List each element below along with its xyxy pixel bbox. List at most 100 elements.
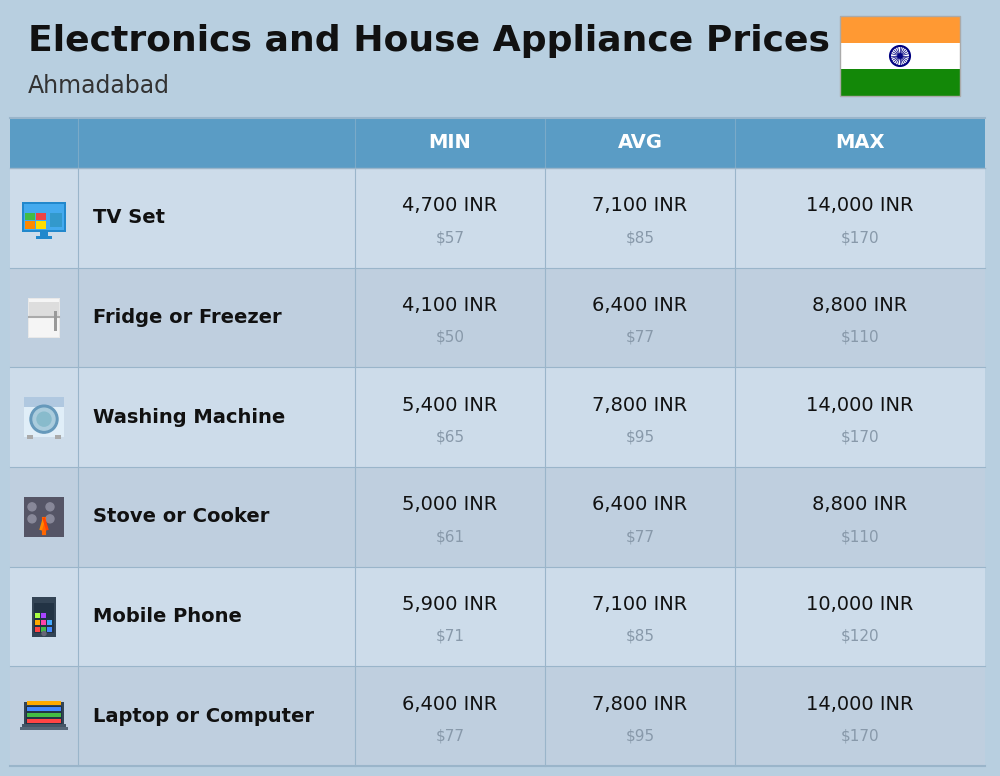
Bar (22, 202, 66, 232)
Bar (27, 702, 61, 705)
Text: 6,400 INR: 6,400 INR (592, 296, 688, 315)
Text: Stove or Cooker: Stove or Cooker (93, 508, 269, 526)
Text: 7,100 INR: 7,100 INR (592, 196, 688, 216)
Text: 14,000 INR: 14,000 INR (806, 695, 914, 714)
Bar (27, 707, 61, 711)
Bar (10, 667, 985, 766)
Text: $71: $71 (436, 629, 464, 644)
Bar (34, 602, 54, 632)
Text: $77: $77 (436, 729, 464, 743)
Bar (41, 619, 46, 625)
Bar (27, 435, 33, 439)
Circle shape (37, 412, 51, 426)
Bar (26, 706, 62, 724)
Text: 6,400 INR: 6,400 INR (592, 495, 688, 514)
Bar (41, 612, 46, 618)
Text: 7,800 INR: 7,800 INR (592, 695, 688, 714)
Text: 8,800 INR: 8,800 INR (812, 296, 908, 315)
Bar (28, 297, 60, 338)
Text: $95: $95 (625, 729, 655, 743)
Text: 7,100 INR: 7,100 INR (592, 595, 688, 614)
Bar (10, 566, 985, 667)
Bar (35, 612, 40, 618)
Text: Washing Machine: Washing Machine (93, 407, 285, 427)
Bar (24, 702, 64, 726)
Circle shape (46, 514, 54, 523)
Bar (36, 213, 46, 220)
Bar (27, 719, 61, 723)
Text: Mobile Phone: Mobile Phone (93, 607, 242, 626)
Bar (47, 626, 52, 632)
Bar (47, 619, 52, 625)
Text: $77: $77 (626, 529, 654, 544)
Circle shape (898, 54, 902, 58)
Bar (24, 204, 64, 230)
Bar (10, 367, 985, 467)
Text: AVG: AVG (618, 133, 662, 153)
Text: 5,000 INR: 5,000 INR (402, 495, 498, 514)
Text: $50: $50 (436, 330, 464, 345)
Circle shape (28, 503, 36, 511)
Text: 7,800 INR: 7,800 INR (592, 396, 688, 414)
Text: 5,400 INR: 5,400 INR (402, 396, 498, 414)
Bar (840, 43, 960, 69)
Bar (36, 221, 46, 229)
Text: 4,100 INR: 4,100 INR (402, 296, 498, 315)
Text: $170: $170 (841, 729, 879, 743)
Bar (50, 213, 62, 227)
Bar (35, 619, 40, 625)
Text: $110: $110 (841, 330, 879, 345)
Text: MAX: MAX (835, 133, 885, 153)
Bar (36, 236, 52, 239)
Bar (840, 16, 960, 96)
Bar (840, 69, 960, 96)
Text: $170: $170 (841, 430, 879, 445)
Text: $170: $170 (841, 230, 879, 245)
Bar (25, 221, 35, 229)
Bar (32, 597, 56, 636)
Bar (24, 497, 64, 537)
Circle shape (33, 408, 55, 430)
Text: $110: $110 (841, 529, 879, 544)
Text: 5,900 INR: 5,900 INR (402, 595, 498, 614)
Text: $61: $61 (435, 529, 465, 544)
Bar (35, 626, 40, 632)
Text: 6,400 INR: 6,400 INR (402, 695, 498, 714)
Text: Fridge or Freezer: Fridge or Freezer (93, 308, 282, 327)
Text: 14,000 INR: 14,000 INR (806, 396, 914, 414)
Text: 8,800 INR: 8,800 INR (812, 495, 908, 514)
Bar (20, 727, 68, 730)
Bar (840, 16, 960, 43)
Bar (40, 230, 48, 237)
Bar (24, 397, 64, 437)
Bar (10, 168, 985, 268)
Circle shape (46, 503, 54, 511)
Bar (24, 397, 64, 407)
Circle shape (28, 514, 36, 523)
Text: $120: $120 (841, 629, 879, 644)
Bar (29, 302, 59, 316)
Bar (10, 118, 985, 168)
Text: $77: $77 (626, 330, 654, 345)
Text: $95: $95 (625, 430, 655, 445)
Bar (25, 213, 35, 220)
Text: Electronics and House Appliance Prices: Electronics and House Appliance Prices (28, 24, 830, 58)
Bar (10, 268, 985, 367)
Text: TV Set: TV Set (93, 208, 165, 227)
Bar (10, 467, 985, 566)
Text: 14,000 INR: 14,000 INR (806, 196, 914, 216)
Circle shape (30, 405, 58, 433)
Circle shape (42, 632, 46, 636)
Text: Laptop or Computer: Laptop or Computer (93, 707, 314, 726)
Text: MIN: MIN (429, 133, 471, 153)
Bar (54, 310, 57, 331)
Bar (55, 435, 61, 439)
Bar (29, 299, 59, 337)
Bar (27, 713, 61, 717)
Text: 10,000 INR: 10,000 INR (806, 595, 914, 614)
Bar (41, 626, 46, 632)
Text: 4,700 INR: 4,700 INR (402, 196, 498, 216)
Text: $85: $85 (626, 629, 654, 644)
Text: Ahmadabad: Ahmadabad (28, 74, 170, 98)
Text: $85: $85 (626, 230, 654, 245)
